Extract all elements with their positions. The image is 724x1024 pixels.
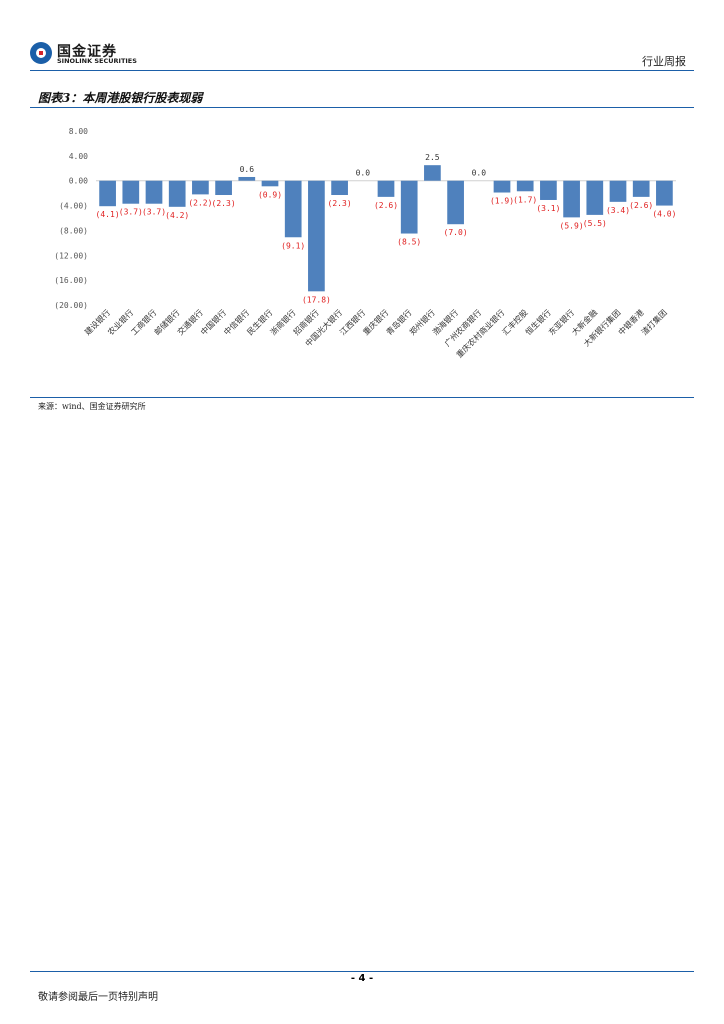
data-label: 0.0 (356, 169, 371, 178)
y-tick-label: 8.00 (69, 127, 88, 136)
data-label: (17.8) (302, 295, 331, 304)
data-label: (3.7) (142, 208, 166, 217)
y-tick-label: (20.00) (54, 301, 88, 310)
data-label: (3.7) (119, 208, 143, 217)
header-divider (30, 70, 694, 71)
bar (308, 180, 325, 292)
y-tick-label: (16.00) (54, 276, 88, 285)
bar (563, 180, 580, 218)
data-label: (5.5) (583, 219, 607, 228)
data-label: (0.9) (258, 190, 282, 199)
data-label: (2.6) (629, 201, 653, 210)
bar (377, 180, 395, 197)
data-label: (3.1) (536, 204, 560, 213)
chart-svg: 8.00 4.00 0.00 (4.00) (8.00) (12.00) (16.00) (2… (54, 127, 676, 360)
bar (632, 180, 650, 197)
data-label: (8.5) (397, 238, 421, 247)
data-label: (4.0) (652, 210, 676, 219)
bar (284, 180, 302, 238)
bar (609, 180, 627, 202)
company-logo: 国金证券 SINOLINK SECURITIES (30, 42, 140, 68)
bar (424, 165, 441, 181)
y-tick-label: (8.00) (59, 226, 88, 235)
bar (168, 180, 186, 207)
page-header: 国金证券 SINOLINK SECURITIES 行业周报 (0, 0, 724, 72)
footer-divider (30, 971, 694, 972)
bar (331, 180, 348, 196)
bar (586, 180, 604, 215)
bar (447, 180, 464, 225)
logo-text-cn: 国金证券 (57, 44, 117, 60)
figure-title: 图表3：本周港股银行股表现弱 (38, 91, 203, 105)
data-label: 0.6 (240, 165, 255, 174)
data-label: (2.6) (374, 201, 398, 210)
figure-bottom-divider (30, 397, 694, 398)
y-tick-label: 0.00 (69, 177, 88, 186)
data-label: (1.9) (490, 197, 514, 206)
bar (215, 180, 232, 196)
bar-chart: 8.00 4.00 0.00 (4.00) (8.00) (12.00) (16.00) (2… (30, 110, 694, 395)
data-label: (1.7) (513, 195, 537, 204)
bar (400, 180, 418, 234)
data-label: (4.2) (165, 211, 189, 220)
bar (493, 180, 511, 193)
bar (540, 180, 557, 200)
report-type: 行业周报 (642, 55, 686, 68)
logo-mark-icon (30, 42, 52, 64)
data-label: (3.4) (606, 206, 630, 215)
bar (656, 180, 673, 206)
y-tick-label: (12.00) (54, 251, 88, 260)
bar (261, 180, 279, 187)
data-label: 0.0 (472, 169, 487, 178)
bar (145, 180, 163, 204)
logo-text-en: SINOLINK SECURITIES (57, 57, 137, 65)
data-label: (2.3) (212, 199, 236, 208)
data-label: (5.9) (560, 221, 584, 230)
bar (238, 176, 256, 181)
bar (192, 180, 209, 195)
data-label: (9.1) (281, 241, 305, 250)
bar (99, 180, 116, 207)
data-label: (7.0) (444, 228, 468, 237)
page-number: - 4 - (350, 973, 374, 984)
figure-top-divider (30, 107, 694, 108)
bar (516, 180, 534, 192)
bar (122, 180, 140, 204)
data-label: (2.3) (328, 199, 352, 208)
data-label: 2.5 (425, 153, 440, 162)
y-tick-label: 4.00 (69, 152, 88, 161)
y-tick-label: (4.00) (59, 202, 88, 211)
data-label: (2.2) (188, 198, 212, 207)
x-tick-label: 渣打集团 (639, 307, 669, 337)
footer-disclaimer: 敬请参阅最后一页特别声明 (38, 992, 158, 1003)
data-label: (4.1) (96, 210, 120, 219)
figure-source: 来源：wind、国金证券研究所 (38, 402, 146, 411)
